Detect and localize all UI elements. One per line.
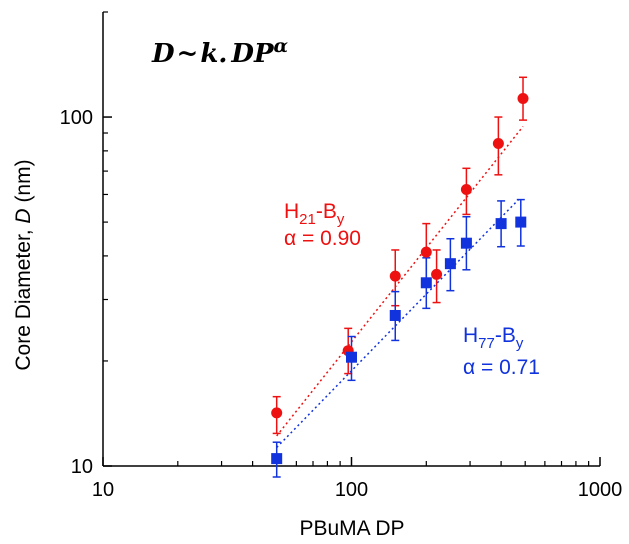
data-point-circle bbox=[460, 183, 472, 195]
y-tick-label: 10 bbox=[71, 456, 93, 478]
x-tick-label: 10 bbox=[92, 479, 114, 501]
series-label-h21: H21-By bbox=[284, 200, 345, 228]
data-point-square bbox=[495, 218, 507, 230]
data-point-square bbox=[346, 351, 357, 363]
alpha-label-h77: α = 0.71 bbox=[463, 356, 540, 379]
fit-lines bbox=[276, 125, 524, 449]
y-axis-title: Core Diameter, D (nm) bbox=[12, 159, 35, 370]
data-point-circle bbox=[271, 407, 283, 419]
data-point-square bbox=[444, 258, 456, 270]
x-axis-title: PBuMA DP bbox=[299, 517, 404, 540]
data-point-square bbox=[420, 277, 432, 289]
data-point-circle bbox=[517, 93, 529, 105]
data-point-circle bbox=[420, 246, 432, 258]
x-tick-label: 100 bbox=[335, 479, 368, 501]
series-label-h77: H77-By bbox=[463, 324, 524, 352]
data-point-square bbox=[460, 237, 472, 249]
x-tick-label: 1000 bbox=[578, 479, 623, 501]
data-point-square bbox=[271, 453, 283, 465]
data-point-square bbox=[515, 216, 527, 228]
fit-line-series-0 bbox=[276, 125, 524, 437]
data-point-square bbox=[389, 309, 401, 321]
data-point-circle bbox=[431, 268, 443, 280]
data-point-circle bbox=[492, 137, 504, 149]
axes: 10 100 1000 10 100 bbox=[60, 11, 623, 501]
alpha-label-h21: α = 0.90 bbox=[284, 227, 361, 250]
y-tick-label: 100 bbox=[60, 107, 93, 129]
data-point-circle bbox=[389, 270, 401, 282]
data-markers bbox=[271, 93, 529, 465]
chart-formula: D~k. DPα bbox=[151, 35, 289, 69]
